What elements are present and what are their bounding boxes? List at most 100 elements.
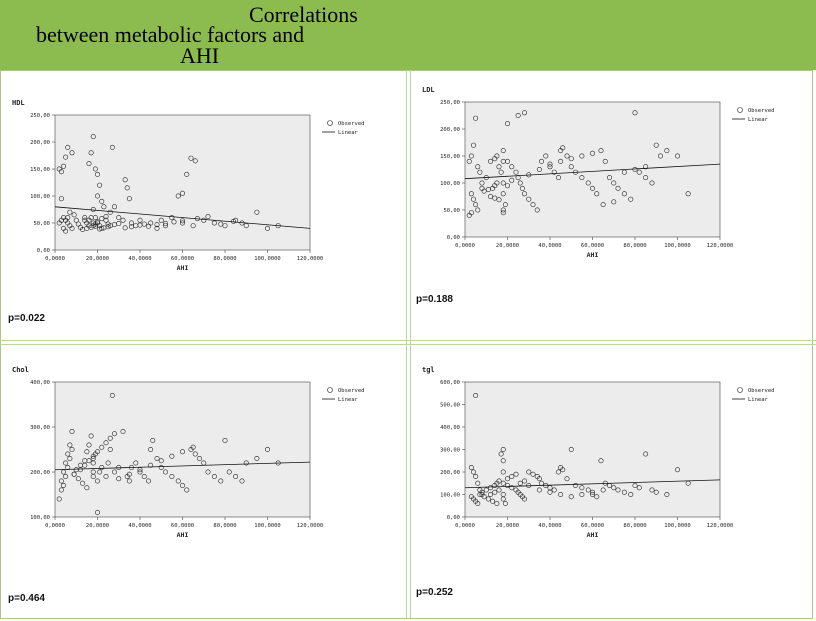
data-point bbox=[150, 438, 156, 444]
data-point bbox=[154, 456, 160, 462]
data-point bbox=[477, 169, 483, 175]
data-point bbox=[564, 476, 570, 482]
p-value-hdl: p=0.022 bbox=[8, 313, 45, 324]
plot-area bbox=[54, 114, 311, 251]
fit-line bbox=[464, 163, 721, 180]
data-point bbox=[122, 225, 128, 231]
data-point bbox=[664, 492, 670, 498]
data-point bbox=[498, 169, 504, 175]
data-point bbox=[146, 223, 152, 229]
data-point bbox=[265, 225, 271, 231]
data-point bbox=[579, 175, 585, 181]
data-point bbox=[658, 153, 664, 159]
data-point bbox=[137, 469, 143, 475]
data-point bbox=[88, 150, 94, 156]
data-point bbox=[65, 451, 71, 457]
x-tick-label: 60,0000 bbox=[171, 256, 194, 262]
data-point bbox=[526, 196, 532, 202]
data-point bbox=[485, 496, 491, 502]
data-point bbox=[103, 474, 109, 480]
x-tick-label: 0,0000 bbox=[455, 523, 475, 529]
data-point bbox=[621, 489, 627, 495]
data-point bbox=[107, 435, 113, 441]
data-point bbox=[590, 489, 596, 495]
data-point bbox=[133, 460, 139, 466]
data-point bbox=[180, 483, 186, 489]
y-tick-label: 200,00 bbox=[440, 470, 460, 476]
p-value-ldl: p=0.188 bbox=[416, 294, 453, 305]
data-point bbox=[488, 194, 494, 200]
y-tick-label: 150,00 bbox=[30, 167, 50, 173]
data-point bbox=[598, 148, 604, 154]
data-point bbox=[84, 449, 90, 455]
data-point bbox=[488, 492, 494, 498]
data-point bbox=[190, 444, 196, 450]
fit-line bbox=[54, 206, 311, 229]
legend-observed-label: Observed bbox=[338, 121, 365, 127]
data-point bbox=[643, 175, 649, 181]
data-point bbox=[466, 158, 472, 164]
data-point bbox=[500, 458, 506, 464]
data-point bbox=[65, 144, 71, 150]
data-point bbox=[515, 112, 521, 118]
data-point bbox=[685, 191, 691, 197]
data-point bbox=[470, 142, 476, 148]
data-point bbox=[590, 492, 596, 498]
p-value-chol: p=0.464 bbox=[8, 593, 45, 604]
data-point bbox=[607, 175, 613, 181]
data-point bbox=[475, 207, 481, 213]
data-point bbox=[69, 150, 75, 156]
data-point bbox=[163, 221, 169, 227]
data-point bbox=[536, 487, 542, 493]
x-axis-title: AHI bbox=[177, 531, 189, 539]
data-point bbox=[579, 492, 585, 498]
y-tick-label: 400,00 bbox=[30, 380, 50, 386]
x-tick-label: 60,0000 bbox=[581, 523, 604, 529]
data-point bbox=[526, 469, 532, 475]
data-point bbox=[600, 487, 606, 493]
data-point bbox=[590, 150, 596, 156]
data-point bbox=[63, 228, 69, 234]
data-point bbox=[112, 469, 118, 475]
y-tick-label: 50,00 bbox=[33, 221, 50, 227]
x-tick-label: 120,0000 bbox=[297, 256, 324, 262]
data-point bbox=[99, 465, 105, 471]
x-tick-label: 80,0000 bbox=[213, 256, 236, 262]
data-point bbox=[502, 202, 508, 208]
data-point bbox=[473, 474, 479, 480]
x-tick-label: 20,0000 bbox=[86, 523, 109, 529]
data-point bbox=[632, 110, 638, 116]
x-tick-label: 100,0000 bbox=[664, 243, 691, 249]
x-tick-label: 80,0000 bbox=[213, 523, 236, 529]
data-point bbox=[494, 153, 500, 159]
panel-divider-horizontal bbox=[0, 344, 816, 345]
data-point bbox=[522, 478, 528, 484]
data-point bbox=[500, 207, 506, 213]
data-point bbox=[568, 494, 574, 500]
data-point bbox=[218, 221, 224, 227]
data-point bbox=[116, 215, 122, 221]
data-point bbox=[509, 474, 515, 480]
data-point bbox=[188, 155, 194, 161]
data-point bbox=[517, 480, 523, 486]
data-point bbox=[239, 478, 245, 484]
data-point bbox=[509, 177, 515, 183]
data-point bbox=[211, 474, 217, 480]
data-point bbox=[103, 440, 109, 446]
data-point bbox=[564, 153, 570, 159]
data-point bbox=[621, 169, 627, 175]
data-point bbox=[97, 469, 103, 475]
y-tick-label: 300,00 bbox=[30, 425, 50, 431]
data-point bbox=[496, 197, 502, 203]
data-point bbox=[120, 217, 126, 223]
data-point bbox=[105, 224, 111, 230]
data-point bbox=[169, 215, 175, 221]
data-point bbox=[86, 458, 92, 464]
data-point bbox=[505, 121, 511, 127]
data-point bbox=[628, 196, 634, 202]
y-tick-label: 100,00 bbox=[440, 181, 460, 187]
panel-divider-vertical bbox=[406, 70, 407, 618]
data-point bbox=[500, 496, 506, 502]
data-point bbox=[530, 202, 536, 208]
data-point bbox=[475, 480, 481, 486]
